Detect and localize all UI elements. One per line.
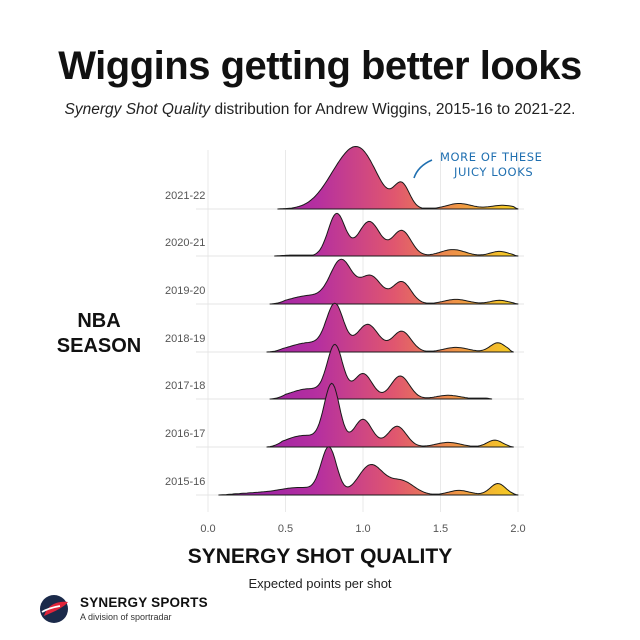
ridge-2020-21 bbox=[274, 212, 519, 257]
season-label-2015-16: 2015-16 bbox=[165, 476, 205, 488]
chart-subtitle: Synergy Shot Quality distribution for An… bbox=[0, 101, 640, 119]
season-labels: 2021-22 2020-21 2019-20 2018-19 2017-18 2016-… bbox=[165, 190, 205, 488]
x-tick-1.0: 1.0 bbox=[355, 523, 370, 535]
x-tick-1.5: 1.5 bbox=[433, 523, 448, 535]
subtitle-rest: distribution for Andrew Wiggins, 2015-16… bbox=[210, 101, 576, 118]
season-label-2021-22: 2021-22 bbox=[165, 190, 205, 202]
subtitle-italic: Synergy Shot Quality bbox=[64, 101, 211, 118]
season-label-2016-17: 2016-17 bbox=[165, 428, 205, 440]
season-label-2020-21: 2020-21 bbox=[165, 237, 205, 249]
x-axis-sublabel: Expected points per shot bbox=[248, 576, 392, 591]
logo-name: SYNERGY SPORTS bbox=[80, 595, 208, 610]
ridge-2021-22 bbox=[277, 146, 519, 210]
annotation-line-2: JUICY LOOKS bbox=[453, 165, 533, 179]
annotation-arrow bbox=[413, 159, 433, 179]
synergy-logo-icon bbox=[40, 595, 68, 623]
x-tick-2.0: 2.0 bbox=[510, 523, 525, 535]
ridges bbox=[218, 146, 519, 496]
synergy-sports-logo: SYNERGY SPORTS A division of sportradar bbox=[38, 593, 238, 627]
x-tick-labels: 0.0 0.5 1.0 1.5 2.0 bbox=[200, 523, 525, 535]
season-label-2018-19: 2018-19 bbox=[165, 333, 205, 345]
ridge-2019-20 bbox=[269, 258, 519, 305]
y-axis-label: NBA SEASON bbox=[56, 310, 142, 357]
ridge-2016-17 bbox=[266, 382, 514, 448]
annotation: MORE OF THESE JUICY LOOKS bbox=[413, 150, 543, 179]
season-label-2019-20: 2019-20 bbox=[165, 285, 205, 297]
x-tick-0.5: 0.5 bbox=[278, 523, 293, 535]
chart-title: Wiggins getting better looks bbox=[58, 44, 582, 88]
season-label-2017-18: 2017-18 bbox=[165, 380, 205, 392]
ridge-2015-16 bbox=[218, 446, 519, 496]
x-tick-0.0: 0.0 bbox=[200, 523, 215, 535]
annotation-line-1: MORE OF THESE bbox=[440, 150, 543, 164]
logo-tagline: A division of sportradar bbox=[80, 612, 172, 622]
ridge-2017-18 bbox=[269, 343, 493, 400]
ridge-2018-19 bbox=[266, 302, 514, 353]
x-axis-label: SYNERGY SHOT QUALITY bbox=[187, 545, 453, 568]
